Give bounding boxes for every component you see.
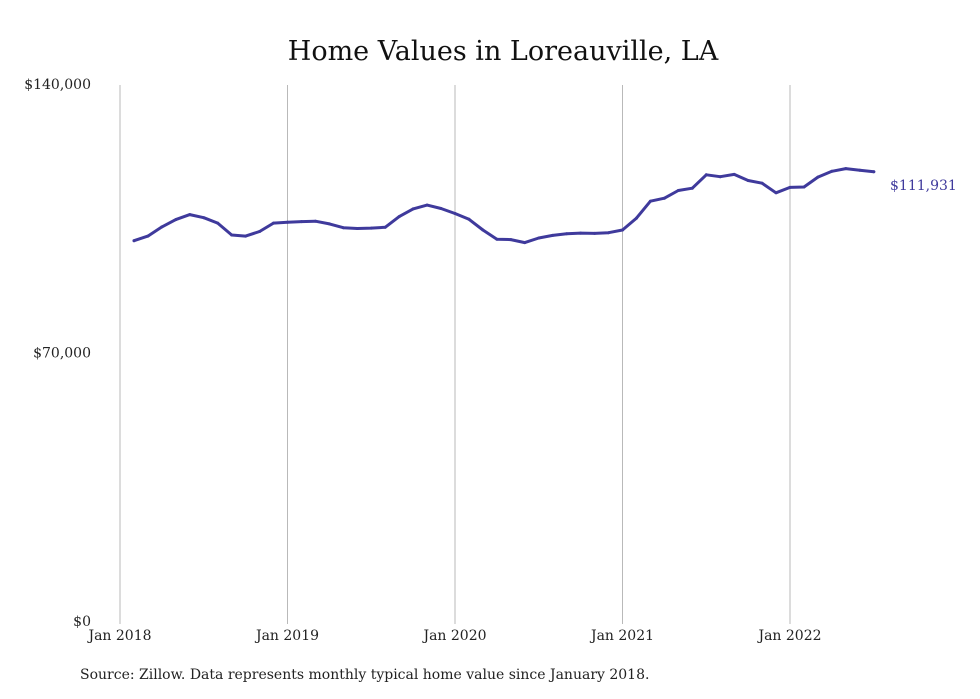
- data-point-2018-12: [272, 221, 275, 225]
- data-point-2020-02: [467, 217, 471, 221]
- data-point-2018-09: [230, 233, 234, 237]
- data-point-2021-06: [690, 186, 694, 190]
- data-point-2020-01: [453, 212, 457, 215]
- data-point-2020-08: [551, 233, 555, 237]
- series-line: [132, 167, 876, 245]
- y-tick-label: $0: [73, 614, 91, 630]
- chart-title: Home Values in Loreauville, LA: [288, 36, 719, 67]
- data-point-2020-05: [509, 238, 513, 242]
- data-point-2020-09: [565, 232, 569, 236]
- data-point-2021-09: [732, 172, 736, 176]
- data-point-2022-05: [844, 167, 848, 171]
- data-point-2019-12: [439, 207, 443, 210]
- data-point-2019-07: [369, 226, 373, 230]
- data-point-2018-05: [174, 218, 178, 222]
- data-point-2021-12: [774, 191, 778, 195]
- data-point-2021-08: [718, 175, 722, 179]
- data-point-2020-12: [607, 231, 610, 235]
- source-note: Source: Zillow. Data represents monthly …: [80, 667, 650, 683]
- grid-lines: [119, 85, 791, 624]
- data-point-2020-06: [523, 241, 527, 245]
- data-point-2018-03: [146, 234, 150, 238]
- data-point-2018-04: [160, 225, 164, 229]
- data-point-2019-04: [327, 222, 331, 226]
- x-tick-label: Jan 2021: [589, 628, 654, 644]
- data-point-2021-01: [621, 228, 624, 232]
- data-point-2022-07: [872, 170, 876, 174]
- data-point-2020-03: [481, 228, 485, 232]
- x-tick-label: Jan 2022: [756, 628, 821, 644]
- data-point-2021-02: [635, 216, 638, 220]
- data-point-2019-01: [286, 220, 289, 224]
- data-point-2018-07: [202, 216, 206, 220]
- end-value-label: $111,931: [890, 178, 957, 194]
- data-point-2021-04: [662, 196, 666, 200]
- x-tick-label: Jan 2019: [254, 628, 319, 644]
- data-point-2019-10: [411, 207, 415, 211]
- data-point-2019-09: [397, 215, 401, 219]
- data-point-2019-08: [383, 225, 387, 229]
- data-point-2021-11: [760, 181, 764, 185]
- y-tick-label: $140,000: [24, 77, 91, 93]
- data-point-2018-10: [244, 234, 248, 238]
- data-point-2020-07: [537, 236, 541, 240]
- data-point-2019-11: [425, 203, 429, 207]
- data-point-2018-06: [188, 213, 192, 217]
- data-point-2021-05: [676, 189, 680, 192]
- data-point-2022-03: [816, 175, 820, 179]
- data-point-2020-04: [495, 237, 499, 241]
- x-tick-label: Jan 2018: [86, 628, 151, 644]
- data-point-2019-02: [300, 220, 303, 224]
- data-point-2019-03: [313, 219, 317, 223]
- data-point-2022-06: [858, 168, 862, 172]
- data-point-2019-06: [355, 227, 359, 230]
- data-point-2018-02: [132, 239, 136, 243]
- data-point-2021-10: [746, 179, 750, 182]
- data-point-2022-04: [830, 169, 834, 173]
- axis-labels: Jan 2018 Jan 2019 Jan 2020 Jan 2021 Jan 2022…: [24, 77, 821, 644]
- data-point-2021-07: [704, 173, 708, 177]
- data-point-2018-11: [258, 230, 262, 233]
- data-point-2022-01: [788, 185, 792, 189]
- data-point-2022-02: [802, 185, 806, 189]
- data-point-2018-08: [216, 221, 220, 225]
- data-point-2020-10: [579, 231, 583, 235]
- data-point-2019-05: [341, 226, 345, 230]
- x-tick-label: Jan 2020: [421, 628, 486, 644]
- data-point-2021-03: [648, 199, 652, 203]
- data-point-2020-11: [593, 231, 597, 235]
- y-tick-label: $70,000: [33, 346, 91, 362]
- series-layer: $111,931: [132, 167, 957, 245]
